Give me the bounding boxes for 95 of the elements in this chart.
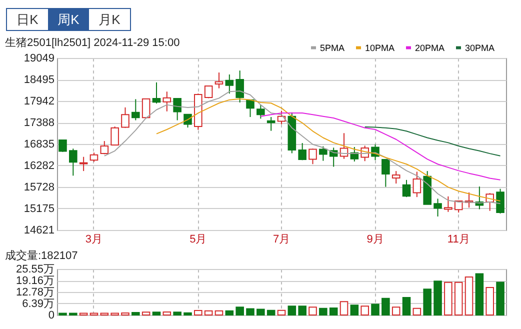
bar (173, 312, 182, 316)
candlestick (434, 198, 442, 217)
bar (246, 308, 254, 316)
candlestick (236, 70, 244, 103)
candlestick (225, 74, 234, 94)
y-tick-label: 15175 (24, 202, 54, 215)
candlestick (298, 142, 306, 161)
bar (496, 282, 504, 316)
candlestick (204, 86, 213, 99)
chart-title: 成交量:182107 (5, 249, 78, 262)
x-tick-label: 5月 (190, 234, 207, 246)
legend-label: 10PMA (365, 42, 395, 53)
bar (382, 298, 390, 316)
candlestick (69, 148, 78, 176)
candlestick (100, 140, 109, 155)
y-tick-label: 6.39万 (22, 298, 54, 310)
bar (423, 288, 432, 316)
y-tick-label: 17388 (24, 117, 54, 130)
bar (152, 312, 161, 316)
bar (475, 273, 484, 316)
candlestick (152, 82, 161, 104)
bar (256, 308, 265, 316)
text: 周K (48, 9, 89, 30)
x-tick-label: 3月 (85, 234, 103, 246)
candlestick (184, 114, 192, 128)
candlestick (132, 98, 140, 121)
chart-title: 生猪2501[lh2501] 2024-11-29 15:00 (5, 36, 180, 49)
bar (402, 297, 411, 316)
bar (298, 306, 306, 316)
candlestick (444, 196, 452, 212)
bar (225, 310, 234, 316)
legend-label: 30PMA (465, 42, 495, 53)
candlestick (392, 170, 400, 184)
bar (464, 276, 474, 316)
line-series (364, 126, 501, 156)
bar (142, 312, 150, 316)
y-tick-label: 12.78万 (16, 286, 54, 298)
candlestick (214, 72, 224, 89)
y-tick-label: 16835 (24, 138, 54, 150)
x-tick-label: 11月 (447, 234, 470, 246)
bar (392, 306, 400, 316)
bar (194, 310, 202, 316)
bar (308, 306, 317, 316)
candlestick (266, 116, 276, 132)
candlestick (121, 106, 130, 128)
bar (486, 286, 494, 316)
bar (340, 301, 348, 316)
bar (266, 310, 276, 316)
legend-label: 5PMA (320, 42, 345, 53)
bar (412, 308, 422, 316)
bar (329, 307, 338, 316)
bar (319, 308, 328, 316)
y-tick-label: 19049 (24, 52, 54, 64)
candlestick (110, 126, 119, 146)
x-tick-label: 9月 (366, 234, 384, 246)
candlestick (79, 156, 88, 172)
bar (184, 312, 192, 316)
bar (132, 312, 140, 316)
candlestick (246, 99, 254, 118)
bar (360, 306, 369, 316)
candlestick (256, 104, 265, 120)
y-tick-label: 15728 (24, 182, 54, 194)
y-tick-label: 16282 (24, 160, 54, 172)
text: 日K (16, 11, 40, 29)
bar (444, 282, 452, 316)
bar (434, 280, 442, 316)
y-tick-label: 19.16万 (16, 275, 54, 288)
candlestick (319, 146, 328, 162)
y-tick-label: 18495 (24, 74, 54, 86)
candlestick (308, 148, 317, 165)
candlestick (173, 98, 182, 121)
bar (236, 306, 244, 316)
y-tick-label: 17942 (24, 96, 54, 108)
bar (454, 282, 463, 316)
bar (204, 310, 213, 316)
candlestick (402, 179, 411, 198)
bar (371, 304, 380, 316)
candlestick (162, 91, 172, 112)
bar (162, 311, 172, 316)
text: 月K (98, 11, 122, 29)
y-tick-label: 25.55万 (16, 264, 54, 276)
bar (214, 310, 224, 316)
legend-label: 20PMA (415, 42, 445, 53)
y-tick-label: 14621 (24, 224, 54, 236)
candlestick (90, 152, 98, 162)
y-tick-label: 0 (48, 310, 54, 322)
bar (350, 304, 359, 316)
candlestick (58, 140, 67, 152)
candlestick (382, 159, 390, 188)
candlestick (412, 171, 422, 198)
x-tick-label: 7月 (272, 234, 290, 246)
bar (288, 306, 296, 316)
candlestick (277, 110, 286, 125)
bar (277, 310, 286, 316)
candlestick (496, 188, 504, 214)
